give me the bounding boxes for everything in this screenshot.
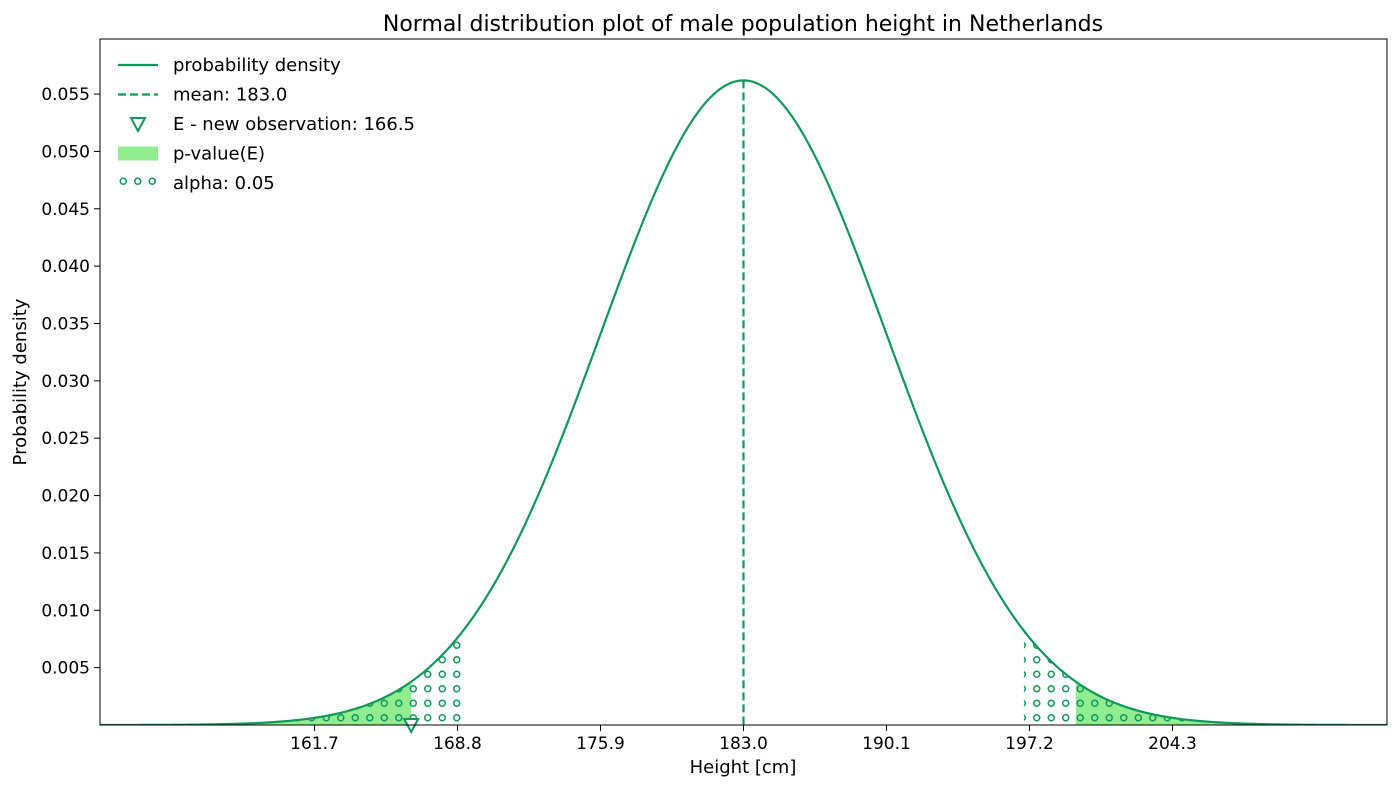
plot-area <box>100 79 1387 725</box>
y-axis-label: Probability density <box>10 298 31 465</box>
x-tick-label: 168.8 <box>433 734 482 754</box>
x-tick-label: 190.1 <box>862 734 911 754</box>
y-tick-label: 0.030 <box>41 372 90 392</box>
x-tick-label: 197.2 <box>1005 734 1054 754</box>
legend: probability density mean: 183.0 E - new ob… <box>118 55 415 194</box>
y-tick-label: 0.055 <box>41 85 90 105</box>
legend-item: probability density <box>118 55 341 76</box>
legend-label: mean: 183.0 <box>173 85 287 106</box>
y-tick-label: 0.050 <box>41 142 90 162</box>
y-tick-label: 0.010 <box>41 601 90 621</box>
legend-hatch-swatch <box>118 176 158 190</box>
y-tick-label: 0.025 <box>41 429 90 449</box>
x-axis-label: Height [cm] <box>690 757 797 778</box>
legend-item: alpha: 0.05 <box>118 173 275 194</box>
legend-item: p-value(E) <box>118 144 265 165</box>
y-tick-label: 0.040 <box>41 257 90 277</box>
y-tick-label: 0.005 <box>41 659 90 679</box>
chart-title: Normal distribution plot of male populat… <box>383 12 1103 37</box>
y-axis: 0.005 0.010 0.015 0.020 0.025 0.030 0.035 0.040… <box>41 85 100 679</box>
alpha-right-tail <box>1023 630 1387 725</box>
x-axis: 161.7 168.8 175.9 183.0 190.1 197.2 204.3 <box>290 725 1197 754</box>
x-tick-label: 175.9 <box>576 734 625 754</box>
legend-label: p-value(E) <box>173 144 265 165</box>
legend-fill-swatch <box>118 146 158 161</box>
legend-triangle-swatch <box>129 117 147 134</box>
y-tick-label: 0.020 <box>41 487 90 507</box>
legend-label: alpha: 0.05 <box>173 173 275 194</box>
legend-item: E - new observation: 166.5 <box>129 114 415 135</box>
x-tick-label: 161.7 <box>290 734 339 754</box>
legend-label: probability density <box>173 55 341 76</box>
legend-label: E - new observation: 166.5 <box>173 114 415 135</box>
x-tick-label: 183.0 <box>719 734 768 754</box>
y-tick-label: 0.045 <box>41 200 90 220</box>
probability-density-curve <box>100 79 1387 725</box>
alpha-hatching <box>100 630 1387 725</box>
y-tick-label: 0.015 <box>41 544 90 564</box>
x-tick-label: 204.3 <box>1148 734 1197 754</box>
legend-item: mean: 183.0 <box>118 85 287 106</box>
y-tick-label: 0.035 <box>41 314 90 334</box>
density-curve-layer <box>100 79 1387 725</box>
alpha-left-tail <box>100 630 464 725</box>
